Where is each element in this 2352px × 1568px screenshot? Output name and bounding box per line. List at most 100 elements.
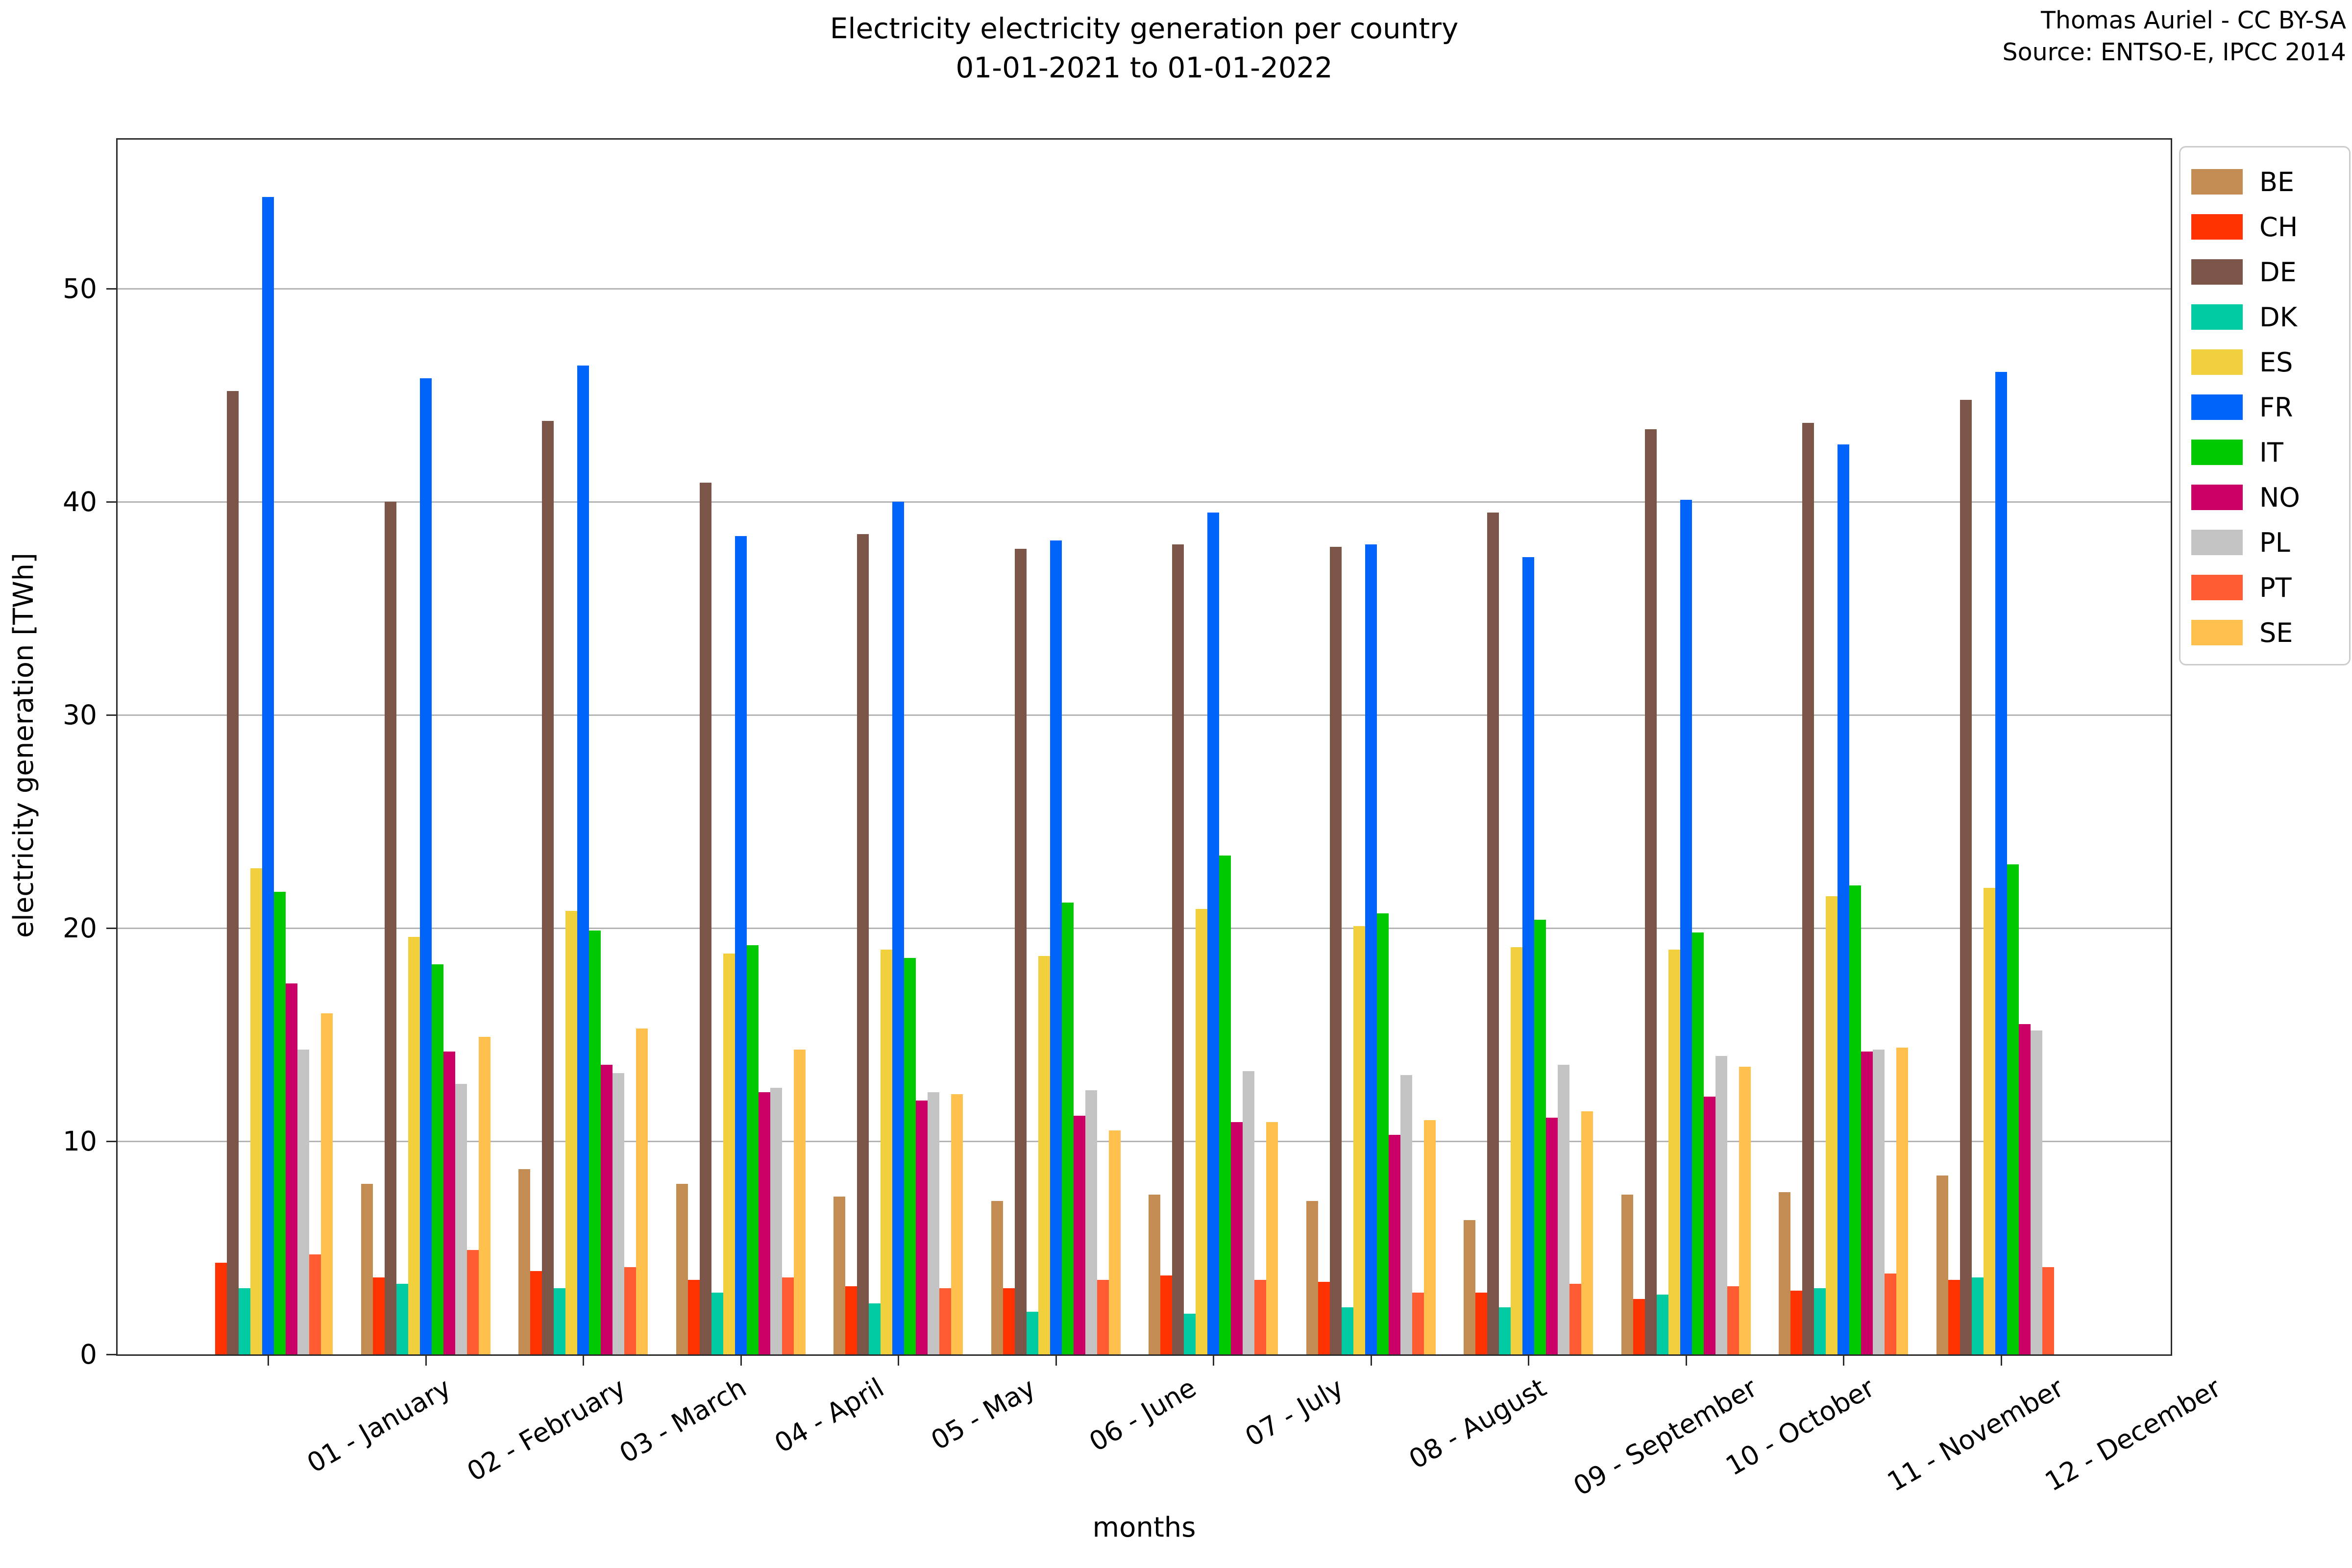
x-tick-label-02: 02 - February: [461, 1372, 631, 1488]
gridline-40: [118, 501, 2171, 503]
y-tick-label-30: 30: [63, 699, 97, 731]
bar-PL-10: [1715, 1056, 1727, 1354]
bar-DK-11: [1814, 1288, 1826, 1354]
x-tick-label-07: 07 - July: [1240, 1372, 1349, 1453]
y-tick-40: [106, 501, 116, 503]
legend-swatch-PL: [2191, 530, 2243, 555]
y-tick-20: [106, 928, 116, 930]
gridline-50: [118, 288, 2171, 290]
legend-label-BE: BE: [2259, 166, 2295, 197]
bar-NO-01: [286, 983, 297, 1354]
bar-CH-05: [845, 1286, 857, 1354]
bar-PL-04: [770, 1088, 782, 1354]
bar-ES-07: [1196, 909, 1207, 1354]
bar-IT-11: [1849, 885, 1861, 1354]
bar-PT-06: [1097, 1279, 1109, 1354]
bar-ES-03: [565, 911, 577, 1354]
bar-DE-02: [384, 502, 396, 1354]
x-tick-label-06: 06 - June: [1083, 1372, 1201, 1458]
bar-DE-09: [1487, 513, 1499, 1354]
legend-swatch-BE: [2191, 169, 2243, 195]
legend-swatch-ES: [2191, 349, 2243, 375]
bar-PL-07: [1243, 1071, 1254, 1354]
bar-BE-02: [361, 1184, 373, 1354]
bar-PT-01: [309, 1254, 321, 1354]
x-tick-label-01: 01 - January: [301, 1372, 456, 1479]
attribution: Thomas Auriel - CC BY-SA Source: ENTSO-E…: [2003, 5, 2346, 68]
bar-CH-01: [215, 1263, 227, 1354]
y-tick-10: [106, 1141, 116, 1143]
bar-IT-12: [2007, 864, 2019, 1354]
x-tick-label-05: 05 - May: [926, 1372, 1041, 1456]
x-tick-09: [1528, 1356, 1529, 1366]
bar-NO-08: [1388, 1135, 1400, 1354]
legend-label-CH: CH: [2259, 211, 2298, 243]
bar-CH-10: [1633, 1298, 1645, 1354]
bar-ES-11: [1826, 896, 1838, 1354]
bar-PL-09: [1558, 1064, 1569, 1354]
bar-PL-08: [1400, 1075, 1412, 1354]
bar-CH-09: [1475, 1292, 1487, 1354]
bar-IT-01: [274, 892, 286, 1354]
bar-NO-12: [2018, 1024, 2031, 1354]
x-tick-12: [2000, 1356, 2002, 1366]
bar-ES-01: [250, 868, 262, 1354]
bar-DE-05: [857, 534, 869, 1354]
y-tick-label-40: 40: [63, 486, 97, 518]
bar-CH-12: [1948, 1279, 1960, 1354]
bar-PT-08: [1412, 1292, 1424, 1354]
legend-swatch-DE: [2191, 259, 2243, 285]
bar-NO-02: [443, 1052, 455, 1354]
legend-item-BE: BE: [2191, 159, 2349, 204]
legend-label-NO: NO: [2259, 482, 2300, 513]
legend-item-ES: ES: [2191, 340, 2349, 385]
bar-SE-07: [1266, 1122, 1278, 1354]
bar-SE-04: [793, 1050, 806, 1354]
bar-IT-09: [1534, 919, 1546, 1354]
bar-PT-07: [1254, 1279, 1266, 1354]
bar-FR-01: [262, 197, 274, 1354]
bar-ES-10: [1668, 949, 1680, 1354]
legend-item-DK: DK: [2191, 294, 2349, 340]
y-tick-label-10: 10: [63, 1126, 97, 1157]
bar-ES-05: [881, 949, 892, 1354]
y-tick-0: [106, 1354, 116, 1355]
bar-NO-09: [1546, 1118, 1558, 1354]
bar-PL-05: [928, 1092, 939, 1354]
chart-title-line2: 01-01-2021 to 01-01-2022: [956, 51, 1333, 85]
legend-label-FR: FR: [2259, 392, 2293, 423]
bar-PL-02: [455, 1083, 467, 1354]
bar-FR-07: [1207, 513, 1219, 1354]
bar-SE-10: [1739, 1066, 1751, 1354]
legend: BE CH DE DK ES FR IT NO PL PT SE: [2179, 146, 2351, 665]
x-tick-label-03: 03 - March: [614, 1372, 752, 1470]
legend-swatch-IT: [2191, 440, 2243, 465]
bar-PL-03: [612, 1073, 624, 1354]
bar-DE-12: [1960, 399, 1972, 1354]
x-tick-label-12: 12 - December: [2039, 1372, 2226, 1497]
legend-item-IT: IT: [2191, 430, 2349, 475]
bar-PT-02: [466, 1250, 479, 1354]
bar-IT-06: [1061, 903, 1074, 1354]
bar-FR-03: [577, 366, 589, 1354]
chart-title-line1: Electricity electricity generation per c…: [830, 12, 1459, 45]
bar-DE-06: [1014, 549, 1027, 1354]
attribution-source: Source: ENTSO-E, IPCC 2014: [2002, 38, 2346, 66]
y-tick-label-50: 50: [63, 273, 97, 305]
bar-PT-10: [1727, 1286, 1739, 1354]
legend-label-IT: IT: [2259, 437, 2283, 468]
bar-PT-04: [782, 1277, 794, 1354]
x-tick-06: [1055, 1356, 1057, 1366]
bar-IT-02: [431, 964, 443, 1354]
bar-IT-03: [589, 930, 601, 1354]
bar-ES-06: [1038, 956, 1050, 1354]
bar-FR-10: [1680, 500, 1692, 1354]
bar-SE-06: [1108, 1130, 1121, 1354]
bar-BE-10: [1621, 1194, 1633, 1354]
gridline-10: [118, 1141, 2171, 1143]
legend-item-DE: DE: [2191, 249, 2349, 294]
y-tick-label-20: 20: [63, 912, 97, 944]
bar-FR-06: [1050, 540, 1062, 1354]
bar-CH-02: [372, 1277, 385, 1354]
